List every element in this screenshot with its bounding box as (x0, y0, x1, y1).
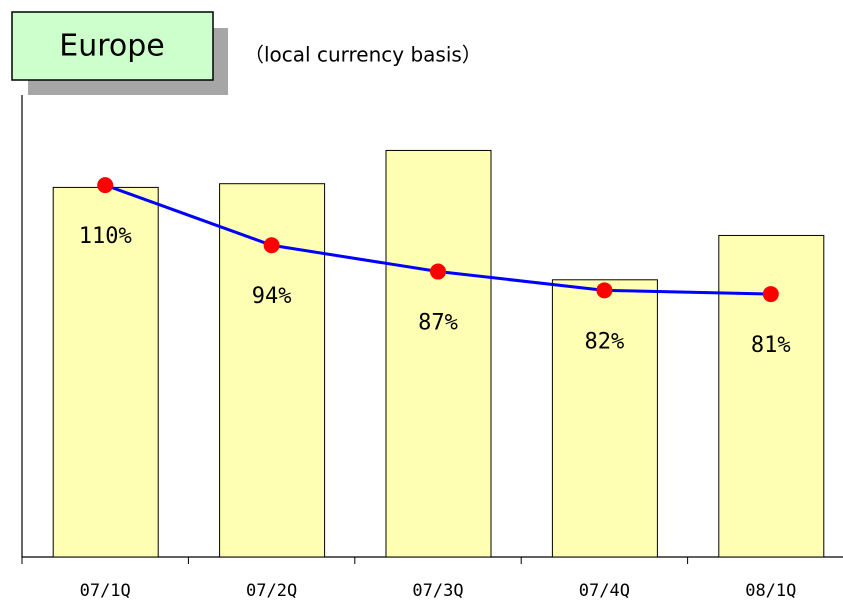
line-marker (596, 282, 613, 299)
title-box (11, 11, 214, 81)
bar (385, 149, 492, 558)
x-tick-label: 07/2Q (246, 581, 297, 601)
x-tick-label: 07/4Q (579, 581, 630, 601)
x-tick-label: 07/3Q (412, 581, 463, 601)
chart-subtitle: （local currency basis） (244, 43, 482, 67)
data-label: 87% (418, 311, 458, 336)
line-marker (97, 177, 114, 194)
data-label: 94% (252, 284, 292, 309)
line-marker (430, 263, 446, 280)
data-label: 81% (751, 333, 791, 358)
chart-title: Europe (59, 29, 165, 64)
data-label: 110% (79, 224, 132, 249)
line-marker (762, 286, 779, 303)
bar (551, 279, 658, 558)
x-tick-label: 08/1Q (745, 581, 796, 601)
bar (52, 186, 159, 558)
bar (718, 234, 825, 558)
x-tick-label: 07/1Q (80, 581, 131, 601)
data-label: 82% (585, 329, 625, 354)
line-marker (263, 237, 280, 254)
